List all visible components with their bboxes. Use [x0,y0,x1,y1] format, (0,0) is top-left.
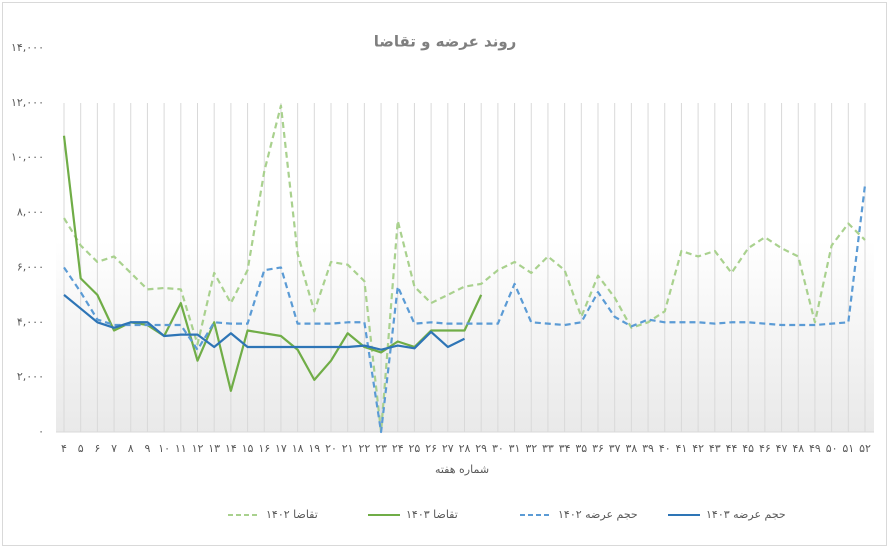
x-axis-label: شماره هفته [435,463,489,476]
x-tick-label: ۲۳ [375,442,387,455]
x-tick-label: ۳۱ [509,442,521,455]
y-tick-label: ۱۰,۰۰۰ [11,151,44,164]
x-tick-label: ۵۱ [842,442,854,455]
x-tick-label: ۱۹ [308,442,320,455]
x-tick-label: ۴۸ [792,442,804,455]
x-tick-label: ۲۱ [342,442,354,455]
x-tick-label: ۴۲ [692,442,704,455]
x-tick-label: ۴۴ [726,442,738,455]
x-tick-label: ۲۶ [425,442,437,455]
series-line [63,104,866,434]
x-tick-label: ۹ [144,442,150,455]
x-tick-label: ۱۷ [275,442,287,455]
y-tick-label: ۰ [38,425,44,438]
x-tick-label: ۴۱ [676,442,688,455]
x-tick-label: ۱۸ [292,442,304,455]
x-tick-label: ۱۲ [192,442,204,455]
x-tick-label: ۳۷ [609,442,621,455]
x-tick-label: ۴۰ [659,442,671,455]
y-tick-label: ۶,۰۰۰ [17,260,44,273]
x-tick-label: ۲۷ [442,442,454,455]
legend-label: تقاضا ۱۴۰۲ [266,508,318,521]
x-tick-label: ۳۴ [559,442,571,455]
series-line [63,294,465,351]
x-tick-label: ۵۲ [859,442,871,455]
x-tick-label: ۳۹ [642,442,654,455]
x-tick-label: ۳۶ [592,442,604,455]
x-tick-label: ۴۷ [776,442,788,455]
x-tick-label: ۵۰ [826,442,838,455]
x-tick-label: ۴ [61,442,67,455]
x-tick-label: ۲۰ [325,442,337,455]
legend-label: حجم عرضه ۱۴۰۲ [558,508,638,521]
x-tick-label: ۲۵ [409,442,421,455]
x-tick-label: ۱۰ [158,442,170,455]
x-tick-label: ۲۴ [392,442,404,455]
y-tick-label: ۱۴,۰۰۰ [11,41,44,54]
x-tick-label: ۴۹ [809,442,821,455]
x-tick-label: ۳۲ [525,442,537,455]
x-tick-label: ۶ [94,442,100,455]
x-tick-label: ۷ [111,442,117,455]
x-tick-label: ۸ [128,442,134,455]
x-tick-label: ۱۱ [175,442,187,455]
x-tick-label: ۴۵ [742,442,754,455]
x-tick-label: ۳۰ [492,442,504,455]
y-tick-label: ۱۲,۰۰۰ [11,96,44,109]
x-tick-label: ۳۸ [625,442,637,455]
x-tick-label: ۳۵ [575,442,587,455]
x-tick-label: ۱۳ [208,442,220,455]
y-tick-label: ۴,۰۰۰ [17,315,44,328]
legend-label: تقاضا ۱۴۰۳ [406,508,458,521]
y-tick-label: ۸,۰۰۰ [17,206,44,219]
x-tick-label: ۴۶ [759,442,771,455]
y-tick-label: ۲,۰۰۰ [17,370,44,383]
series-line [63,185,867,434]
x-tick-label: ۱۶ [258,442,270,455]
x-tick-label: ۴۳ [709,442,721,455]
x-tick-label: ۱۴ [225,442,237,455]
x-tick-label: ۳۳ [542,442,554,455]
x-tick-label: ۲۹ [475,442,487,455]
x-tick-label: ۲۸ [459,442,471,455]
x-tick-label: ۱۵ [242,442,254,455]
legend-label: حجم عرضه ۱۴۰۳ [706,508,786,521]
chart-title: روند عرضه و تقاضا [374,33,517,51]
x-tick-label: ۵ [78,442,84,455]
x-tick-label: ۲۲ [358,442,370,455]
